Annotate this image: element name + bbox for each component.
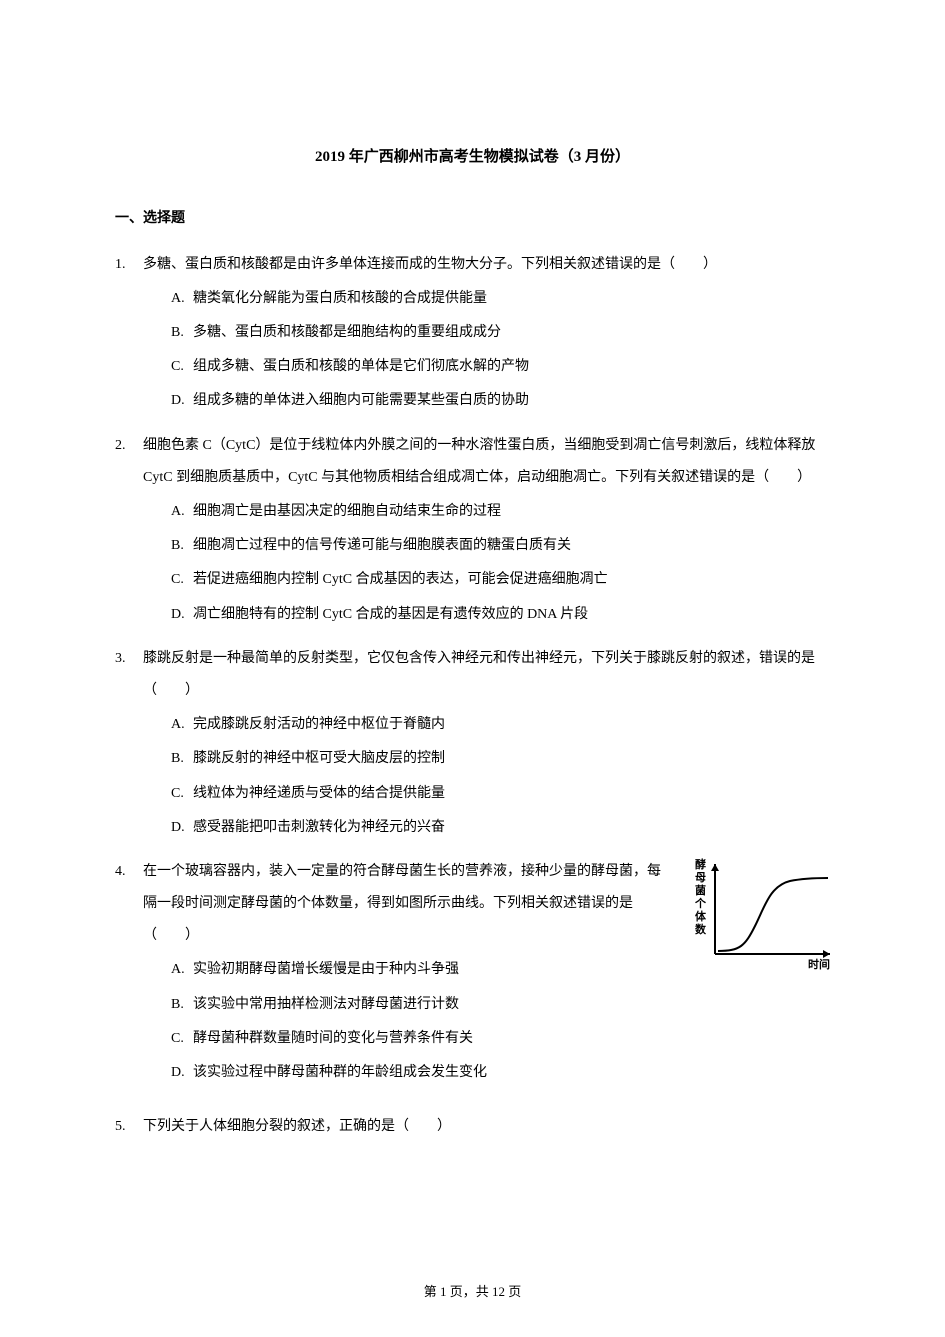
option-b: B.细胞凋亡过程中的信号传递可能与细胞膜表面的糖蛋白质有关 xyxy=(171,530,830,562)
question-4: 4. 在一个玻璃容器内，装入一定量的符合酵母菌生长的营养液，接种少量的酵母菌，每… xyxy=(115,856,830,1091)
question-number: 4. xyxy=(115,856,143,1091)
question-body: 多糖、蛋白质和核酸都是由许多单体连接而成的生物大分子。下列相关叙述错误的是（ ）… xyxy=(143,249,830,420)
option-b: B.多糖、蛋白质和核酸都是细胞结构的重要组成成分 xyxy=(171,317,830,349)
svg-text:母: 母 xyxy=(695,871,706,884)
options-list: A.细胞凋亡是由基因决定的细胞自动结束生命的过程 B.细胞凋亡过程中的信号传递可… xyxy=(143,496,830,631)
svg-text:体: 体 xyxy=(695,909,707,923)
question-3: 3. 膝跳反射是一种最简单的反射类型，它仅包含传入神经元和传出神经元，下列关于膝… xyxy=(115,643,830,846)
option-label: C. xyxy=(171,351,193,383)
option-label: A. xyxy=(171,496,193,528)
option-b: B.膝跳反射的神经中枢可受大脑皮层的控制 xyxy=(171,743,830,775)
option-label: D. xyxy=(171,1057,193,1089)
option-text: 组成多糖、蛋白质和核酸的单体是它们彻底水解的产物 xyxy=(193,359,529,374)
option-label: A. xyxy=(171,709,193,741)
option-label: B. xyxy=(171,530,193,562)
option-label: B. xyxy=(171,317,193,349)
question-stem: 膝跳反射是一种最简单的反射类型，它仅包含传入神经元和传出神经元，下列关于膝跳反射… xyxy=(143,643,830,707)
question-number: 3. xyxy=(115,643,143,846)
option-d: D.该实验过程中酵母菌种群的年龄组成会发生变化 xyxy=(171,1057,830,1089)
option-label: C. xyxy=(171,778,193,810)
option-a: A.细胞凋亡是由基因决定的细胞自动结束生命的过程 xyxy=(171,496,830,528)
svg-text:时间: 时间 xyxy=(808,957,830,971)
growth-curve-chart: 酵母菌个体数时间 xyxy=(690,856,840,976)
question-number: 1. xyxy=(115,249,143,420)
option-label: A. xyxy=(171,283,193,315)
option-text: 细胞凋亡是由基因决定的细胞自动结束生命的过程 xyxy=(193,504,501,519)
option-d: D.感受器能把叩击刺激转化为神经元的兴奋 xyxy=(171,812,830,844)
option-label: C. xyxy=(171,564,193,596)
option-d: D.组成多糖的单体进入细胞内可能需要某些蛋白质的协助 xyxy=(171,385,830,417)
option-text: 该实验过程中酵母菌种群的年龄组成会发生变化 xyxy=(193,1065,487,1080)
options-list: A.完成膝跳反射活动的神经中枢位于脊髓内 B.膝跳反射的神经中枢可受大脑皮层的控… xyxy=(143,709,830,844)
option-d: D.凋亡细胞特有的控制 CytC 合成的基因是有遗传效应的 DNA 片段 xyxy=(171,599,830,631)
option-text: 酵母菌种群数量随时间的变化与营养条件有关 xyxy=(193,1031,473,1046)
page-footer: 第 1 页，共 12 页 xyxy=(0,1277,945,1307)
svg-text:菌: 菌 xyxy=(695,883,706,897)
exam-title: 2019 年广西柳州市高考生物模拟试卷（3 月份） xyxy=(115,140,830,175)
question-2: 2. 细胞色素 C（CytC）是位于线粒体内外膜之间的一种水溶性蛋白质，当细胞受… xyxy=(115,430,830,633)
option-text: 完成膝跳反射活动的神经中枢位于脊髓内 xyxy=(193,717,445,732)
question-stem: 多糖、蛋白质和核酸都是由许多单体连接而成的生物大分子。下列相关叙述错误的是（ ） xyxy=(143,249,830,281)
option-text: 糖类氧化分解能为蛋白质和核酸的合成提供能量 xyxy=(193,291,487,306)
option-b: B.该实验中常用抽样检测法对酵母菌进行计数 xyxy=(171,989,830,1021)
svg-text:酵: 酵 xyxy=(695,857,706,871)
option-label: D. xyxy=(171,599,193,631)
option-text: 实验初期酵母菌增长缓慢是由于种内斗争强 xyxy=(193,962,459,977)
question-body: 下列关于人体细胞分裂的叙述，正确的是（ ） xyxy=(143,1111,830,1145)
option-a: A.糖类氧化分解能为蛋白质和核酸的合成提供能量 xyxy=(171,283,830,315)
svg-text:数: 数 xyxy=(695,922,707,936)
options-list: A.糖类氧化分解能为蛋白质和核酸的合成提供能量 B.多糖、蛋白质和核酸都是细胞结… xyxy=(143,283,830,418)
option-label: A. xyxy=(171,954,193,986)
option-label: D. xyxy=(171,812,193,844)
option-label: C. xyxy=(171,1023,193,1055)
option-text: 凋亡细胞特有的控制 CytC 合成的基因是有遗传效应的 DNA 片段 xyxy=(193,607,588,622)
option-text: 感受器能把叩击刺激转化为神经元的兴奋 xyxy=(193,820,445,835)
option-label: B. xyxy=(171,989,193,1021)
option-c: C.组成多糖、蛋白质和核酸的单体是它们彻底水解的产物 xyxy=(171,351,830,383)
option-text: 多糖、蛋白质和核酸都是细胞结构的重要组成成分 xyxy=(193,325,501,340)
question-body: 膝跳反射是一种最简单的反射类型，它仅包含传入神经元和传出神经元，下列关于膝跳反射… xyxy=(143,643,830,846)
option-label: B. xyxy=(171,743,193,775)
option-text: 组成多糖的单体进入细胞内可能需要某些蛋白质的协助 xyxy=(193,393,529,408)
question-number: 2. xyxy=(115,430,143,633)
option-a: A.完成膝跳反射活动的神经中枢位于脊髓内 xyxy=(171,709,830,741)
section-header: 一、选择题 xyxy=(115,203,830,235)
option-c: C.线粒体为神经递质与受体的结合提供能量 xyxy=(171,778,830,810)
question-number: 5. xyxy=(115,1111,143,1145)
option-text: 该实验中常用抽样检测法对酵母菌进行计数 xyxy=(193,997,459,1012)
question-5: 5. 下列关于人体细胞分裂的叙述，正确的是（ ） xyxy=(115,1111,830,1145)
option-text: 线粒体为神经递质与受体的结合提供能量 xyxy=(193,786,445,801)
option-text: 膝跳反射的神经中枢可受大脑皮层的控制 xyxy=(193,751,445,766)
option-text: 若促进癌细胞内控制 CytC 合成基因的表达，可能会促进癌细胞凋亡 xyxy=(193,572,608,587)
question-stem: 细胞色素 C（CytC）是位于线粒体内外膜之间的一种水溶性蛋白质，当细胞受到凋亡… xyxy=(143,430,830,494)
question-stem: 下列关于人体细胞分裂的叙述，正确的是（ ） xyxy=(143,1111,830,1143)
option-label: D. xyxy=(171,385,193,417)
option-text: 细胞凋亡过程中的信号传递可能与细胞膜表面的糖蛋白质有关 xyxy=(193,538,571,553)
question-stem: 在一个玻璃容器内，装入一定量的符合酵母菌生长的营养液，接种少量的酵母菌，每隔一段… xyxy=(143,856,673,953)
option-c: C.若促进癌细胞内控制 CytC 合成基因的表达，可能会促进癌细胞凋亡 xyxy=(171,564,830,596)
svg-text:个: 个 xyxy=(694,896,707,910)
question-1: 1. 多糖、蛋白质和核酸都是由许多单体连接而成的生物大分子。下列相关叙述错误的是… xyxy=(115,249,830,420)
question-body: 细胞色素 C（CytC）是位于线粒体内外膜之间的一种水溶性蛋白质，当细胞受到凋亡… xyxy=(143,430,830,633)
option-c: C.酵母菌种群数量随时间的变化与营养条件有关 xyxy=(171,1023,830,1055)
